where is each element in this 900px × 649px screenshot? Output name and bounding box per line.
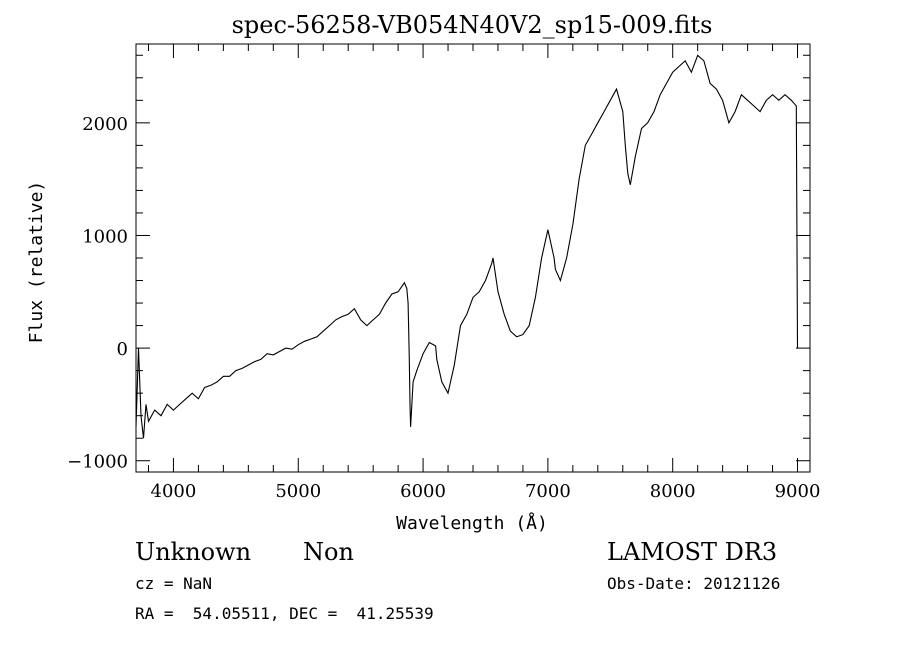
chart-title: spec-56258-VB054N40V2_sp15-009.fits xyxy=(232,11,713,39)
obs-date: Obs-Date: 20121126 xyxy=(607,574,781,593)
y-axis-label: Flux (relative) xyxy=(26,181,47,344)
x-tick-label: 6000 xyxy=(400,481,446,502)
redshift-value: cz = NaN xyxy=(135,574,213,593)
axis-ticks xyxy=(136,44,810,472)
object-class: Unknown xyxy=(135,538,252,566)
y-tick-label: 0 xyxy=(117,339,128,360)
spectrum-line xyxy=(135,54,799,439)
object-subclass: Non xyxy=(303,538,354,566)
plot-border xyxy=(135,43,811,473)
x-tick-label: 9000 xyxy=(775,481,821,502)
plot-frame xyxy=(135,43,811,473)
y-tick-label: −1000 xyxy=(67,452,128,473)
x-tick-labels: 4000 5000 6000 7000 8000 9000 xyxy=(151,481,821,502)
x-axis-label: Wavelength (Å) xyxy=(396,512,548,534)
x-tick-label: 8000 xyxy=(650,481,696,502)
y-tick-label: 1000 xyxy=(82,226,128,247)
x-tick-label: 4000 xyxy=(151,481,197,502)
y-tick-label: 2000 xyxy=(82,114,128,135)
coordinates: RA = 54.05511, DEC = 41.25539 xyxy=(135,604,434,623)
x-tick-label: 7000 xyxy=(525,481,571,502)
x-tick-label: 5000 xyxy=(275,481,321,502)
y-tick-labels: −1000 0 1000 2000 xyxy=(67,114,128,473)
survey-label: LAMOST DR3 xyxy=(607,538,778,566)
